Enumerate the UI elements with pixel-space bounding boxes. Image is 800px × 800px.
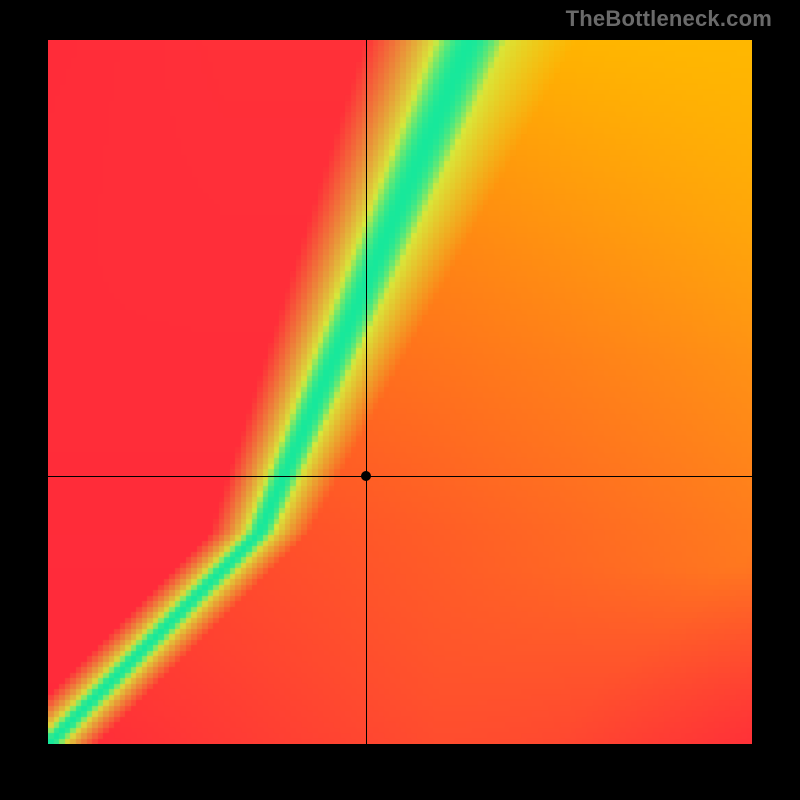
bottleneck-heatmap xyxy=(48,40,752,744)
crosshair-marker xyxy=(361,471,371,481)
chart-stage: { "source_watermark": { "text": "TheBott… xyxy=(0,0,800,800)
crosshair-vertical xyxy=(366,40,367,744)
crosshair-horizontal xyxy=(48,476,752,477)
source-watermark: TheBottleneck.com xyxy=(566,6,772,32)
